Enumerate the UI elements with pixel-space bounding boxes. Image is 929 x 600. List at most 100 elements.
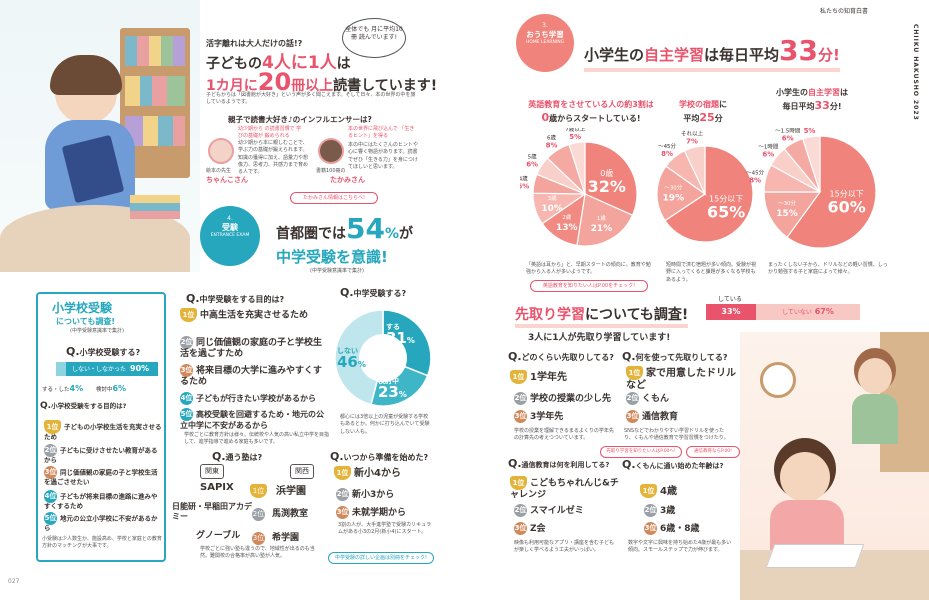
pie2-label-0: 15分以下	[709, 194, 743, 203]
pie2-value-2: 8%	[661, 150, 673, 158]
boy-reading-illustration	[0, 0, 200, 272]
pie1-label-1: 1歳	[597, 214, 606, 222]
mother-head	[858, 358, 892, 394]
pie3-slice-5	[801, 135, 821, 193]
pie3-label-1: 〜30分	[778, 199, 796, 207]
pie3-value-3: 6%	[762, 150, 774, 158]
what-note: SNSなどでわかりやすい学習ドリルを使ったり、くもんや通信教育で学習習慣をつけた…	[624, 428, 729, 442]
kumon-rank-3: 3位 6歳・8歳	[644, 522, 700, 535]
sakidori-bar-not: していない 67%	[756, 304, 860, 320]
purpose-rank-5: 5位 高校受験を回避するため・地元の公立中学に不安があるから	[180, 408, 324, 430]
what-q: Q.何を使って先取りしてる?	[622, 350, 728, 363]
purpose-rank-3: 3位 将来目標の大学に進みやすくするため	[180, 364, 323, 387]
pie1-note: 「英語は耳から」と、早期スタートの傾向に。教育や勉強から入る人が多いようです。	[526, 262, 651, 276]
pie3-note: まったくしない子から、ドリルなどの軽い習慣、しっかり勉強する子と家庭によって様々…	[768, 262, 888, 276]
sho-rank-5: 5位 地元の公立小学校に不安があるから	[44, 512, 158, 532]
study-badge: 3. おうち学習 HOME LEARNING	[516, 14, 574, 72]
what-rank-1: 1位 家で用意したドリルなど	[626, 366, 736, 391]
donut-q: Q.中学受験する?	[340, 286, 407, 299]
pie1-label-0: 0歳	[600, 168, 613, 178]
pie1-value-1: 21%	[591, 224, 613, 234]
pie3-value-1: 15%	[776, 209, 798, 219]
pie1-value-6: 8%	[546, 142, 558, 150]
juku-kanto-2: 日能研・早稲田アカデミー	[172, 502, 252, 521]
pie1-label-6: 6歳	[547, 134, 556, 142]
sho-bar-s2: 検討中6%	[96, 384, 127, 393]
donut-label-yes: する 31%	[386, 323, 415, 348]
pie1-slice-0	[584, 141, 638, 216]
intro-speech-bubble: 全体でも 月に平均10冊 読んでいます!	[342, 18, 406, 58]
pie2-value-1: 19%	[663, 193, 685, 203]
influencer-2-avatar	[318, 138, 344, 164]
book-stack	[130, 195, 180, 219]
sho-note: (中学受験意識率で集計)	[70, 328, 124, 334]
sakidori-title: 先取り学習についても調査!	[515, 304, 689, 328]
pie1-label-2: 2歳	[562, 213, 571, 221]
pie1-label-3: 3歳	[548, 194, 557, 202]
tsushin-note: 映像も利用可能なアプリ・講座を含む子どもが楽しく学べるよう工夫がいっぱい。	[514, 540, 615, 554]
pie1-value-4: 6%	[520, 182, 529, 190]
pie1-link[interactable]: 英語教育を知りたい人はP.00をチェック!	[530, 280, 648, 293]
pie1-slice-1	[576, 193, 634, 247]
pie2-slice-0	[664, 145, 754, 243]
wall-clock	[760, 362, 796, 398]
juku-tag-kanto: 関東	[200, 464, 224, 479]
exam-subheadline: 中学受験を意識!	[276, 248, 388, 266]
tsushin-rank-2: 2位 スマイルゼミ	[514, 504, 584, 517]
pie1-label-5: 5歳	[528, 153, 537, 161]
pie2-label-2: 〜45分	[658, 142, 676, 150]
sho-q2: Q.小学校受験をする目的は?	[40, 401, 127, 411]
pie2-note: 短時間で済む宿題が多い傾向。受験が視野に入ってくると課題が多くなる学校もあるよう…	[666, 262, 757, 283]
sakidori-bar-do: 33%	[706, 304, 756, 320]
purpose-rank-2: 2位 同じ価値観の家庭の子と学校生活を過ごすため	[180, 336, 323, 359]
girl-studying-illustration	[740, 332, 929, 600]
sho-bar	[66, 362, 158, 376]
what-link-1[interactable]: 先取り学習を知りたい人はP.00へ!	[600, 446, 682, 458]
pie2-slice-3	[683, 145, 706, 195]
right-vertical-title: CHIIKU HAKUSHO 2023	[912, 24, 919, 121]
how-rank-3: 3位 3学年先	[514, 410, 564, 423]
purpose-note: 学校ごとに教育方針は様々。伝統校や人気の高い私立中学を目指して、進学指導で進める…	[184, 432, 330, 446]
kumon-note: 数字や文字に興味を持ち始めた4歳が最も多い傾向。スモールステップで力が伸びます。	[628, 540, 732, 554]
boy-hair	[50, 55, 122, 95]
sho-bar-mini	[56, 362, 66, 376]
how-q: Q.どのくらい先取りしてる?	[508, 350, 614, 363]
pie2-label-3: それ以上	[681, 129, 704, 137]
influencer-1-sub: 絵本の先生	[206, 168, 232, 174]
sho-footer: 小受験は少人数生か、施設高め、学校と家庭との教育方針のマッチングが大事です。	[42, 536, 162, 550]
girl-head	[780, 452, 830, 502]
how-rank-1: 1位 1学年先	[510, 370, 567, 384]
sho-bar-label: しない・しなかった 90%	[72, 364, 150, 373]
influencer-link[interactable]: たかみさん情報はこちらへ!	[290, 192, 378, 205]
juku-q: Q.通う塾は?	[212, 450, 263, 463]
juku-cup: 1位	[250, 480, 270, 499]
exam-note: (中学受験意識率で集計)	[310, 268, 364, 274]
donut-label-consider: 検討中 23%	[378, 377, 407, 402]
what-link-2[interactable]: 通信教育ならP.00!	[686, 446, 740, 458]
pie3-label-3: 〜1時間	[758, 142, 778, 150]
influencer-2-name: たかみさん	[330, 176, 365, 184]
start-link[interactable]: 中学受験の詳しい企画は別冊をチェック!	[328, 552, 434, 565]
intro-kicker: 活字離れは大人だけの話!?	[206, 39, 303, 48]
pie1-value-7: 5%	[569, 133, 581, 141]
influencer-1-tag: 幼少期から の読書習慣で 学びの基礎が 鍛められる	[238, 126, 302, 140]
intro-body: 子どもからは「図書館が大好き」という声が多く聞こえます。そして日々、本の世界の中…	[206, 92, 416, 106]
study-headline: 小学生の自主学習は毎日平均33分!	[584, 34, 840, 72]
start-q: Q.いつから準備を始めた?	[330, 450, 429, 463]
what-rank-3: 3位 通信教育	[626, 410, 679, 423]
pie3-value-2: 8%	[749, 176, 761, 184]
sho-rank-1: 1位 子どもの小学校生活を充実させるため	[44, 420, 162, 441]
pie1-value-2: 13%	[556, 223, 578, 233]
sho-q1: Q.小学校受験する?	[66, 345, 141, 358]
pie1-slice-7	[568, 141, 586, 195]
page-number: 027	[8, 578, 20, 585]
pie1-value-0: 32%	[588, 177, 626, 196]
juku-num-3: 3位	[252, 528, 268, 547]
juku-num-2: 2位	[252, 504, 268, 523]
sho-title: 小学校受験	[52, 301, 113, 315]
start-rank-3: 3位 未就学期から	[336, 506, 407, 519]
influencer-2-tag: 本の世界に飛び込んで 「生きるヒント」を得る	[348, 126, 415, 140]
